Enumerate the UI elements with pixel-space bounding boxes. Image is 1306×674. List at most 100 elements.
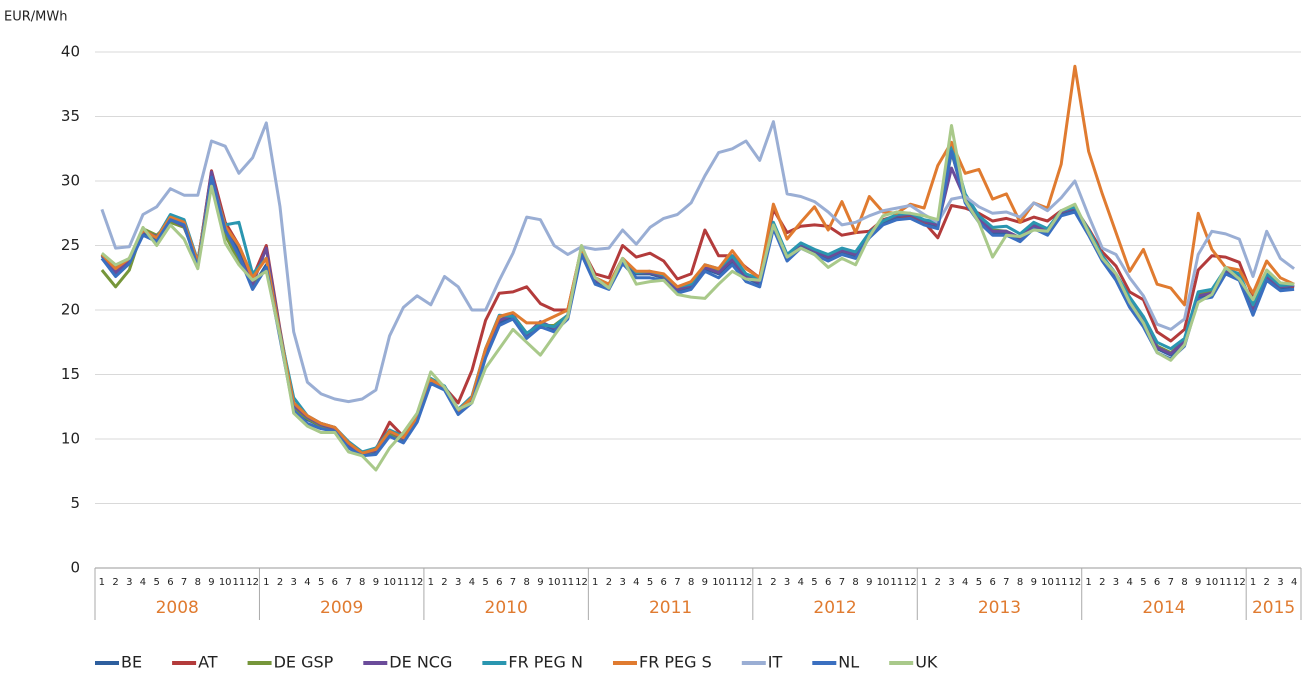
x-tick-label: 5	[482, 577, 488, 588]
x-tick-label: 1	[756, 577, 762, 588]
x-tick-label: 9	[702, 577, 708, 588]
y-tick-label: 20	[61, 301, 80, 319]
x-tick-label: 12	[246, 577, 259, 588]
x-tick-label: 12	[411, 577, 424, 588]
y-tick-label: 5	[70, 494, 80, 512]
x-tick-label: 11	[561, 577, 574, 588]
x-tick-label: 5	[976, 577, 982, 588]
x-tick-label: 10	[383, 577, 396, 588]
x-tick-label: 1	[99, 577, 105, 588]
x-tick-label: 2	[1099, 577, 1105, 588]
year-label: 2010	[485, 598, 528, 618]
x-tick-label: 10	[219, 577, 232, 588]
x-tick-label: 10	[548, 577, 561, 588]
x-tick-label: 9	[208, 577, 214, 588]
x-tick-label: 7	[1168, 577, 1174, 588]
x-tick-label: 11	[890, 577, 903, 588]
x-tick-label: 6	[332, 577, 338, 588]
x-tick-label: 5	[1140, 577, 1146, 588]
legend-label: DE GSP	[274, 653, 334, 672]
x-tick-label: 1	[1250, 577, 1256, 588]
x-tick-label: 8	[1181, 577, 1187, 588]
x-tick-label: 12	[740, 577, 753, 588]
x-tick-label: 3	[619, 577, 625, 588]
y-tick-label: 35	[61, 107, 80, 125]
y-tick-label: 30	[61, 172, 80, 190]
x-tick-label: 4	[962, 577, 968, 588]
x-tick-label: 2	[1264, 577, 1270, 588]
x-tick-label: 12	[1233, 577, 1246, 588]
x-tick-label: 9	[373, 577, 379, 588]
x-tick-label: 4	[469, 577, 475, 588]
x-tick-label: 9	[537, 577, 543, 588]
x-tick-label: 12	[1069, 577, 1082, 588]
series-line	[100, 147, 1295, 456]
year-label: 2009	[320, 598, 363, 618]
x-tick-label: 8	[852, 577, 858, 588]
x-tick-label: 6	[496, 577, 502, 588]
x-tick-label: 7	[510, 577, 516, 588]
series-line	[100, 64, 1295, 455]
legend-label: FR PEG N	[508, 653, 583, 672]
x-tick-label: 2	[277, 577, 283, 588]
x-tick-label: 10	[712, 577, 725, 588]
x-tick-label: 10	[1041, 577, 1054, 588]
x-tick-label: 1	[921, 577, 927, 588]
legend-label: BE	[121, 653, 142, 672]
series-line	[100, 124, 1295, 472]
x-tick-label: 5	[811, 577, 817, 588]
x-tick-label: 7	[1003, 577, 1009, 588]
year-label: 2011	[649, 598, 692, 618]
y-axis-label: EUR/MWh	[4, 10, 67, 25]
year-label: 2013	[978, 598, 1021, 618]
legend-label: NL	[838, 653, 859, 672]
y-tick-label: 40	[61, 43, 80, 61]
x-tick-label: 3	[948, 577, 954, 588]
x-tick-label: 11	[726, 577, 739, 588]
year-label: 2014	[1142, 598, 1185, 618]
x-tick-label: 2	[770, 577, 776, 588]
x-tick-label: 2	[935, 577, 941, 588]
x-tick-label: 3	[126, 577, 132, 588]
year-label: 2015	[1252, 598, 1295, 618]
legend-label: DE NCG	[389, 653, 452, 672]
x-tick-label: 4	[1291, 577, 1297, 588]
x-tick-label: 6	[1154, 577, 1160, 588]
x-tick-label: 1	[428, 577, 434, 588]
x-tick-label: 11	[1219, 577, 1232, 588]
x-tick-label: 2	[112, 577, 118, 588]
x-tick-label: 7	[674, 577, 680, 588]
x-tick-label: 8	[195, 577, 201, 588]
series-line	[100, 151, 1295, 456]
x-tick-label: 1	[592, 577, 598, 588]
x-tick-label: 6	[167, 577, 173, 588]
x-tick-label: 7	[181, 577, 187, 588]
x-tick-label: 3	[1113, 577, 1119, 588]
y-tick-label: 15	[61, 365, 80, 383]
legend-label: AT	[198, 653, 218, 672]
x-tick-label: 3	[1277, 577, 1283, 588]
x-tick-label: 1	[1085, 577, 1091, 588]
legend-label: IT	[768, 653, 783, 672]
x-tick-label: 3	[455, 577, 461, 588]
x-tick-label: 9	[866, 577, 872, 588]
x-tick-label: 8	[688, 577, 694, 588]
x-tick-label: 6	[661, 577, 667, 588]
x-tick-label: 2	[606, 577, 612, 588]
x-tick-label: 5	[153, 577, 159, 588]
x-tick-label: 2	[441, 577, 447, 588]
x-tick-label: 1	[263, 577, 269, 588]
x-tick-label: 12	[904, 577, 917, 588]
x-tick-label: 4	[798, 577, 804, 588]
x-tick-label: 9	[1195, 577, 1201, 588]
x-tick-label: 11	[397, 577, 410, 588]
legend-label: UK	[915, 653, 938, 672]
year-label: 2008	[156, 598, 199, 618]
y-tick-label: 25	[61, 236, 80, 254]
y-tick-label: 10	[61, 430, 80, 448]
x-tick-label: 11	[1055, 577, 1068, 588]
x-tick-label: 11	[233, 577, 246, 588]
x-tick-label: 5	[647, 577, 653, 588]
x-tick-label: 9	[1031, 577, 1037, 588]
